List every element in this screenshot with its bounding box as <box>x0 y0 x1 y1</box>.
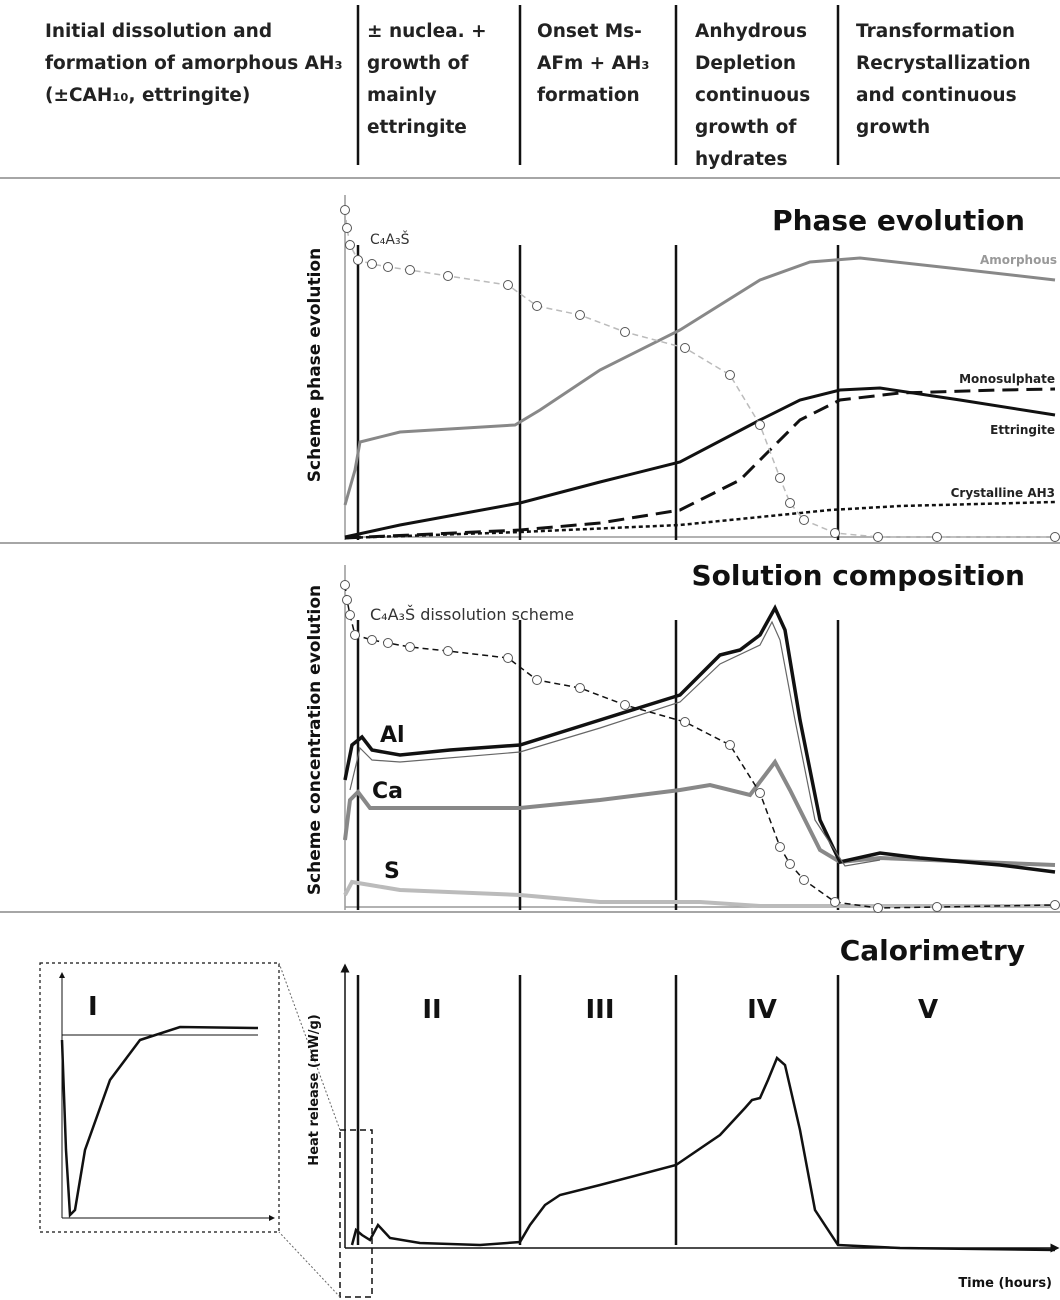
panel-title: Calorimetry <box>840 934 1025 967</box>
y-label: Scheme phase evolution <box>305 248 325 482</box>
heat-flow-curve <box>350 1055 1056 1252</box>
circle-marker <box>830 897 840 907</box>
circle-marker <box>725 370 735 380</box>
circle-marker <box>1050 532 1060 542</box>
stage-description: Initial dissolution and formation of amo… <box>45 21 343 106</box>
solution-panel: Solution composition Scheme concentratio… <box>305 559 1060 913</box>
circle-marker <box>503 280 513 290</box>
panel-title: Phase evolution <box>772 204 1025 237</box>
ca-curve <box>343 758 1056 867</box>
circle-marker <box>785 498 795 508</box>
circle-marker <box>873 903 883 913</box>
dashed-line <box>344 209 1055 538</box>
period-label: I <box>88 992 98 1022</box>
circle-marker <box>340 205 350 215</box>
circle-marker <box>345 240 355 250</box>
circle-marker <box>342 223 352 233</box>
circle-marker <box>443 646 453 656</box>
inset-heat-curve <box>60 1025 259 1218</box>
y-label: Heat release (mW/g) <box>307 1014 322 1165</box>
circle-marker <box>532 675 542 685</box>
circle-marker <box>680 343 690 353</box>
circle-marker <box>932 532 942 542</box>
curve-label: Ettringite <box>990 423 1055 437</box>
circle-marker <box>799 875 809 885</box>
separators <box>0 177 1060 913</box>
circle-marker <box>932 902 942 912</box>
circle-marker <box>680 717 690 727</box>
circle-marker <box>350 630 360 640</box>
anhydrous-curve <box>340 205 1060 542</box>
curve-label: C₄A₃Š <box>370 230 410 248</box>
circle-marker <box>755 420 765 430</box>
circle-marker <box>367 259 377 269</box>
circle-marker <box>620 700 630 710</box>
period-label: II <box>422 995 441 1025</box>
circle-marker <box>775 842 785 852</box>
circle-marker <box>383 638 393 648</box>
circle-marker <box>775 473 785 483</box>
circle-marker <box>367 635 377 645</box>
curve-label: Crystalline AH3 <box>951 486 1055 500</box>
circle-marker <box>353 255 363 265</box>
curve-label: S <box>384 859 400 884</box>
stage-description: Onset Ms-AFm + AH₃ formation <box>537 21 650 106</box>
al-return-curve <box>349 620 881 867</box>
circle-marker <box>830 528 840 538</box>
circle-marker <box>443 271 453 281</box>
stage-dividers <box>356 5 840 165</box>
circle-marker <box>620 327 630 337</box>
curve-label: Monosulphate <box>959 372 1055 386</box>
period-label: IV <box>747 995 777 1025</box>
circle-marker <box>575 310 585 320</box>
circle-marker <box>345 610 355 620</box>
panel-title: Solution composition <box>691 559 1025 592</box>
y-label: Scheme concentration evolution <box>305 585 325 895</box>
dashed-line <box>344 584 1056 909</box>
curve-label: Al <box>380 723 405 748</box>
calorimetry-panel: Calorimetry Heat release (mW/g) Time (ho… <box>39 934 1060 1298</box>
curve-label: C₄A₃Š dissolution scheme <box>370 605 574 624</box>
curve-label: Ca <box>372 779 403 804</box>
circle-marker <box>342 595 352 605</box>
circle-marker <box>873 532 883 542</box>
crystalline-ah3-curve <box>344 500 1056 540</box>
anhydrous-curve <box>340 580 1060 913</box>
stage-description: Transformation Recrystallization and con… <box>856 21 1031 138</box>
circle-marker <box>1050 900 1060 910</box>
x-label: Time (hours) <box>958 1276 1052 1291</box>
stage-description: ± nuclea. + growth of mainly ettringite <box>367 21 487 138</box>
circle-marker <box>405 265 415 275</box>
amorphous-curve <box>343 256 1056 506</box>
period-label: V <box>918 995 938 1025</box>
curve-label: Amorphous <box>980 253 1057 267</box>
circle-marker <box>503 653 513 663</box>
ettringite-curve <box>344 386 1056 539</box>
phase-panel: Phase evolution Scheme phase evolution C… <box>305 195 1060 542</box>
circle-marker <box>755 788 765 798</box>
circle-marker <box>575 683 585 693</box>
s-curve <box>343 879 1055 908</box>
circle-marker <box>785 859 795 869</box>
circle-marker <box>340 580 350 590</box>
al-curve <box>343 604 1056 874</box>
circle-marker <box>383 262 393 272</box>
circle-marker <box>532 301 542 311</box>
circle-marker <box>405 642 415 652</box>
circle-marker <box>725 740 735 750</box>
circle-marker <box>799 515 809 525</box>
period-label: III <box>585 995 614 1025</box>
stage-description: Anhydrous Depletion continuous growth of… <box>695 21 811 170</box>
